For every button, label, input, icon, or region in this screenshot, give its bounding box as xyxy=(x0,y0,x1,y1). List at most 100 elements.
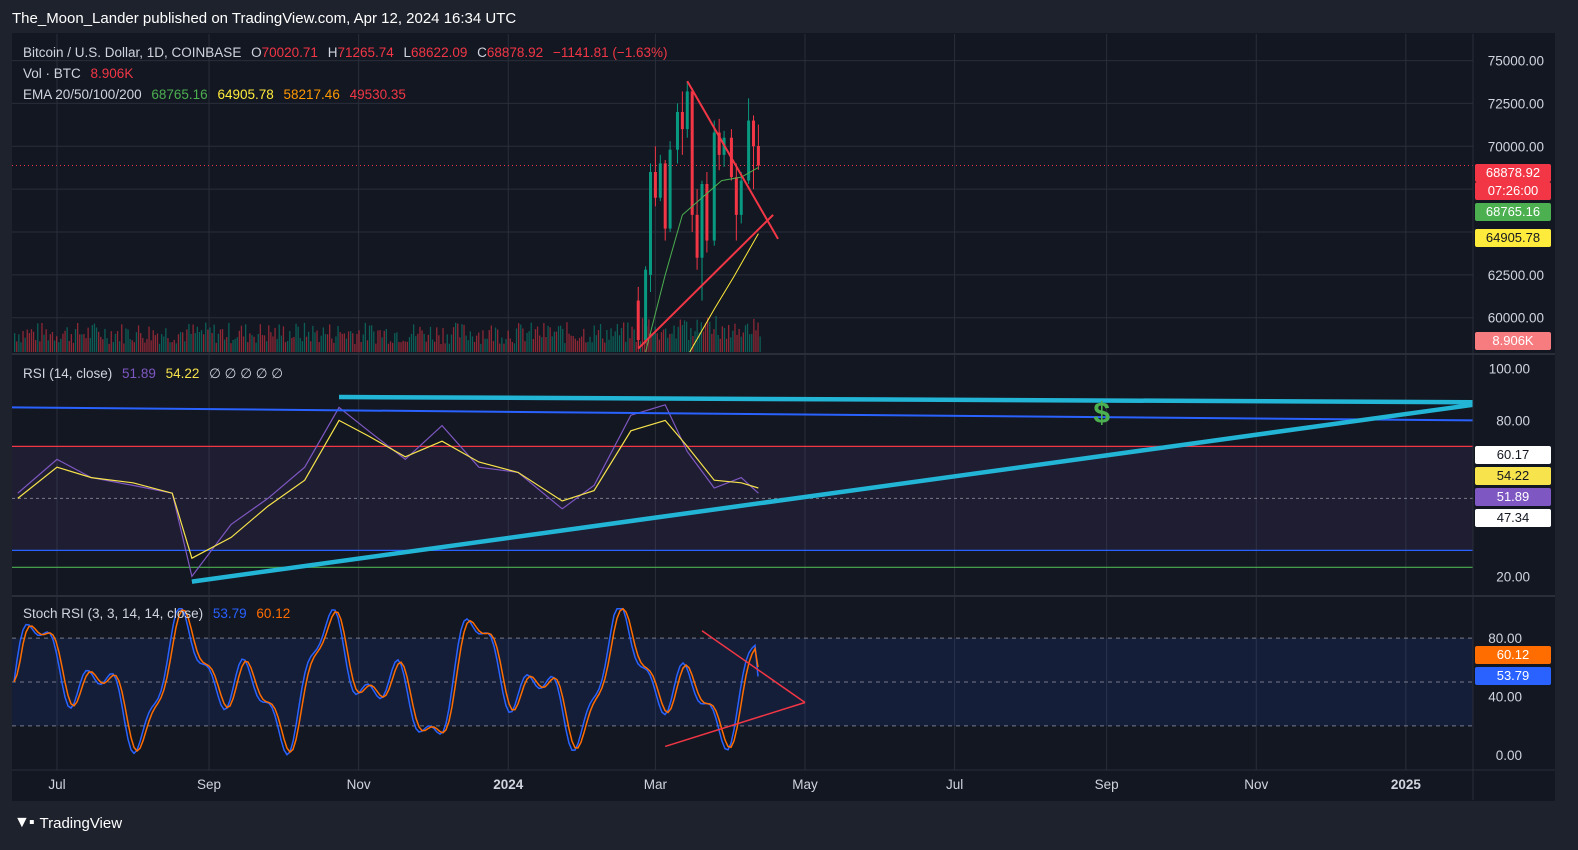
candle-body xyxy=(675,112,679,150)
volume-bar xyxy=(305,336,308,352)
volume-bar xyxy=(425,341,427,352)
volume-bar xyxy=(119,341,121,352)
stoch-label[interactable]: Stoch RSI (3, 3, 14, 14, close) xyxy=(23,606,204,621)
volume-bar xyxy=(413,324,415,352)
volume-bar xyxy=(66,327,68,352)
volume-bar xyxy=(224,339,226,352)
time-tick-label: Nov xyxy=(1244,777,1268,792)
candles xyxy=(636,81,760,349)
volume-bar xyxy=(572,336,574,352)
volume-bar xyxy=(343,333,345,352)
volume-bar xyxy=(698,332,700,352)
volume-bar xyxy=(284,342,287,352)
volume-bar xyxy=(314,332,316,352)
volume-bar xyxy=(347,331,350,352)
stoch-k-line xyxy=(13,608,759,756)
volume-bar xyxy=(473,341,476,352)
rsi-label[interactable]: RSI (14, close) xyxy=(23,366,113,381)
volume-bar xyxy=(62,333,64,352)
volume-bar xyxy=(167,338,169,352)
volume-bar xyxy=(675,338,677,352)
volume-bar xyxy=(291,337,293,352)
candle-body xyxy=(700,184,704,258)
volume-bar xyxy=(547,325,549,352)
volume-bar xyxy=(91,325,93,352)
volume-bar xyxy=(198,332,201,352)
volume-bar xyxy=(452,327,455,352)
close-label: C xyxy=(477,45,487,60)
tradingview-brand[interactable]: ▼▪ TradingView xyxy=(14,814,122,832)
volume-bar xyxy=(513,343,516,352)
volume-bar xyxy=(759,336,761,352)
volume-bar xyxy=(438,335,440,352)
volume-bar xyxy=(434,341,436,352)
rsi-tick-label: 100.00 xyxy=(1489,361,1530,376)
volume-bar xyxy=(221,329,224,352)
volume-bar xyxy=(606,329,608,352)
volume-bar xyxy=(616,324,618,352)
volume-bar xyxy=(704,323,707,352)
volume-bar xyxy=(169,342,171,352)
volume-bar xyxy=(85,338,87,352)
volume-bar xyxy=(497,329,499,352)
volume-bar xyxy=(331,338,333,352)
volume-bar xyxy=(203,334,205,352)
volume-bar xyxy=(532,338,534,352)
volume-bar xyxy=(392,342,394,352)
volume-bar xyxy=(154,335,156,352)
volume-bar xyxy=(589,336,591,352)
ema-legend: EMA 20/50/100/200 68765.16 64905.78 5821… xyxy=(23,87,412,102)
rsi-upper-badge: 60.17 xyxy=(1475,446,1551,464)
volume-bar xyxy=(690,327,692,352)
volume-bar xyxy=(205,322,207,352)
volume-bar xyxy=(744,325,747,352)
volume-bar xyxy=(49,334,51,352)
volume-bar xyxy=(242,336,245,352)
tradingview-logo-icon: ▼▪ xyxy=(14,814,34,831)
volume-bar xyxy=(757,322,759,352)
volume-bar xyxy=(711,333,713,352)
volume-label[interactable]: Vol · BTC xyxy=(23,66,81,81)
volume-bar xyxy=(625,341,627,352)
volume-bar xyxy=(581,336,583,352)
candle-body xyxy=(690,91,694,215)
volume-bar xyxy=(274,327,276,352)
rsi-legend: RSI (14, close) 51.89 54.22 ∅ ∅ ∅ ∅ ∅ xyxy=(23,366,289,382)
ema200-value: 49530.35 xyxy=(349,87,406,102)
volume-bar xyxy=(509,338,511,352)
low-label: L xyxy=(403,45,412,60)
volume-bar xyxy=(560,325,562,352)
volume-bar xyxy=(352,333,354,352)
volume-bar xyxy=(746,323,749,352)
chart-frame[interactable] xyxy=(12,33,1555,801)
volume-bar xyxy=(652,332,654,352)
volume-bar xyxy=(192,324,194,352)
candle-body xyxy=(680,112,684,130)
rsi-tick-label: 80.00 xyxy=(1496,413,1530,428)
volume-bar xyxy=(564,343,566,352)
price-tick-label: 75000.00 xyxy=(1488,54,1544,69)
volume-bar xyxy=(709,321,711,352)
volume-bar xyxy=(436,327,438,352)
volume-bar xyxy=(289,331,291,352)
volume-bar xyxy=(578,337,581,352)
volume-value: 8.906K xyxy=(90,66,134,81)
volume-bar xyxy=(738,328,740,352)
volume-bar xyxy=(725,338,728,352)
volume-bar xyxy=(35,340,37,352)
ema-label[interactable]: EMA 20/50/100/200 xyxy=(23,87,142,102)
volume-bar xyxy=(287,341,289,352)
volume-bar xyxy=(604,342,606,352)
ema100-value: 58217.46 xyxy=(283,87,340,102)
volume-bar xyxy=(234,338,236,352)
volume-bar xyxy=(137,325,140,352)
volume-bar xyxy=(736,334,738,352)
rsi-ma-value: 54.22 xyxy=(165,366,200,381)
candle-body xyxy=(756,145,760,166)
volume-bar xyxy=(490,325,492,352)
volume-bar xyxy=(415,336,417,352)
volume-bar xyxy=(358,330,360,352)
volume-bar xyxy=(56,336,58,352)
symbol-label[interactable]: Bitcoin / U.S. Dollar, 1D, COINBASE xyxy=(23,45,242,60)
